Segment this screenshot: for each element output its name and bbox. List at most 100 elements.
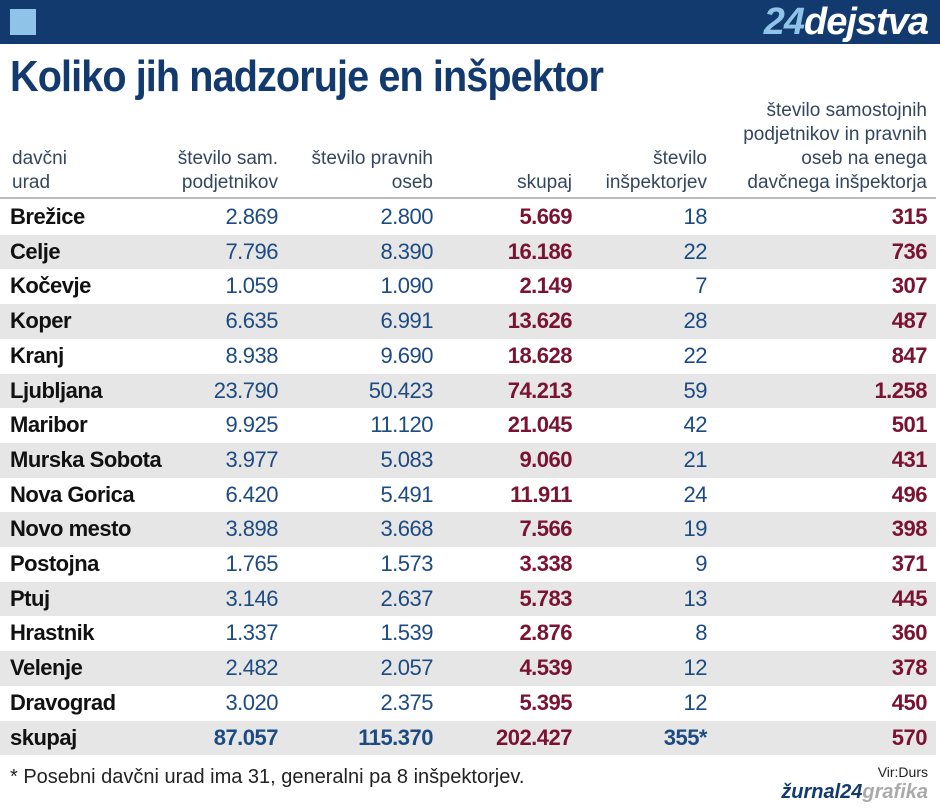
cell-value: 7.796: [225, 238, 278, 264]
cell-value: 1.765: [225, 551, 278, 576]
cell-value: 2.869: [225, 204, 278, 229]
cell-value: 12: [683, 689, 708, 715]
row-bg: [0, 269, 936, 305]
column-header: število pravnih: [311, 148, 433, 169]
cell-value: 9.925: [225, 412, 278, 438]
cell-value: 3.977: [225, 446, 278, 472]
cell-value: 3.020: [225, 689, 278, 715]
row-bg: [0, 442, 936, 478]
cell-value: 42: [683, 412, 708, 438]
cell-value: 13.626: [507, 308, 573, 334]
cell-value: 398: [891, 516, 928, 542]
row-bg: [0, 234, 936, 270]
cell-value: 1.258: [874, 377, 927, 403]
cell-value: 21: [683, 446, 708, 472]
column-header: podjetnikov in pravnih: [743, 124, 927, 145]
cell-value: 2.637: [380, 585, 433, 611]
cell-value: 501: [891, 412, 928, 438]
cell-value: 3.668: [380, 516, 433, 542]
cell-value: 23.790: [213, 377, 279, 403]
column-header: oseb na enega: [801, 148, 927, 169]
cell-value: 6.635: [225, 308, 278, 334]
title: Koliko jih nadzoruje en inšpektor: [10, 52, 604, 101]
cell-value: 2.482: [225, 655, 278, 681]
column-header: oseb: [391, 172, 433, 193]
cell-value: 11.120: [370, 412, 433, 438]
cell-value: 87.057: [213, 724, 279, 750]
cell-value: 6.420: [225, 481, 278, 507]
cell-value: 736: [891, 238, 928, 264]
cell-value: 3.338: [519, 551, 572, 576]
cell-value: 2.149: [519, 273, 572, 299]
row-bg: [0, 651, 936, 686]
cell-value: 2.876: [519, 620, 572, 646]
office-name: skupaj: [10, 724, 77, 750]
cell-value: 21.045: [507, 412, 573, 438]
office-name: Ptuj: [10, 585, 50, 611]
cell-value: 3.146: [225, 585, 278, 611]
row-bg: [0, 200, 936, 235]
office-name: Dravograd: [10, 689, 116, 715]
cell-value: 2.800: [380, 204, 433, 229]
cell-value: 431: [891, 446, 928, 472]
row-bg: [0, 408, 936, 443]
office-name: Brežice: [10, 204, 85, 229]
cell-value: 1.059: [225, 273, 278, 299]
cell-value: 847: [891, 342, 928, 368]
office-name: Hrastnik: [10, 620, 95, 646]
column-header: število sam.: [177, 148, 278, 169]
office-name: Kranj: [10, 342, 64, 368]
office-name: Nova Gorica: [10, 481, 135, 507]
cell-value: 5.083: [380, 446, 433, 472]
column-header: davčnega inšpektorja: [747, 172, 927, 193]
brand-sub: grafika: [862, 781, 928, 803]
row-bg: [0, 581, 936, 617]
cell-value: 5.669: [519, 204, 572, 229]
column-header: skupaj: [517, 172, 572, 193]
cell-value: 202.427: [495, 724, 573, 750]
cell-value: 13: [683, 585, 708, 611]
cell-value: 371: [891, 551, 928, 576]
cell-value: 16.186: [507, 238, 573, 264]
office-name: Maribor: [10, 412, 88, 438]
cell-value: 50.423: [368, 377, 434, 403]
cell-value: 5.395: [519, 689, 572, 715]
cell-value: 445: [891, 585, 928, 611]
cell-value: 1.573: [380, 551, 433, 576]
row-bg: [0, 616, 936, 652]
office-name: Celje: [10, 238, 61, 264]
column-header: število samostojnih: [766, 100, 927, 121]
logo: 24dejstva: [763, 0, 929, 44]
cell-value: 2.375: [380, 689, 433, 715]
cell-value: 496: [891, 481, 928, 507]
office-name: Velenje: [10, 655, 83, 681]
cell-value: 450: [891, 689, 928, 715]
cell-value: 5.783: [519, 585, 572, 611]
cell-value: 4.539: [519, 655, 572, 681]
cell-value: 74.213: [507, 377, 573, 403]
row-bg: [0, 477, 936, 513]
brand-main: žurnal24: [781, 781, 863, 803]
cell-value: 18.628: [507, 342, 573, 368]
cell-value: 5.491: [380, 481, 433, 507]
row-bg: [0, 304, 936, 339]
logo-number: 24: [763, 1, 805, 43]
cell-value: 487: [891, 308, 928, 334]
cell-value: 9.060: [519, 446, 572, 472]
cell-value: 115.370: [358, 724, 433, 750]
cell-value: 22: [683, 238, 708, 264]
cell-value: 378: [891, 655, 928, 681]
cell-value: 18: [683, 204, 708, 229]
row-bg: [0, 547, 936, 582]
top-bar: [0, 0, 940, 44]
cell-value: 1.090: [380, 273, 433, 299]
cell-value: 355*: [663, 724, 708, 750]
office-name: Novo mesto: [10, 516, 131, 542]
cell-value: 315: [891, 204, 928, 229]
cell-value: 3.898: [225, 516, 278, 542]
row-bg: [0, 685, 936, 721]
cell-value: 19: [683, 516, 708, 542]
cell-value: 11.911: [510, 481, 572, 507]
cell-value: 28: [683, 308, 708, 334]
cell-value: 9.690: [380, 342, 433, 368]
